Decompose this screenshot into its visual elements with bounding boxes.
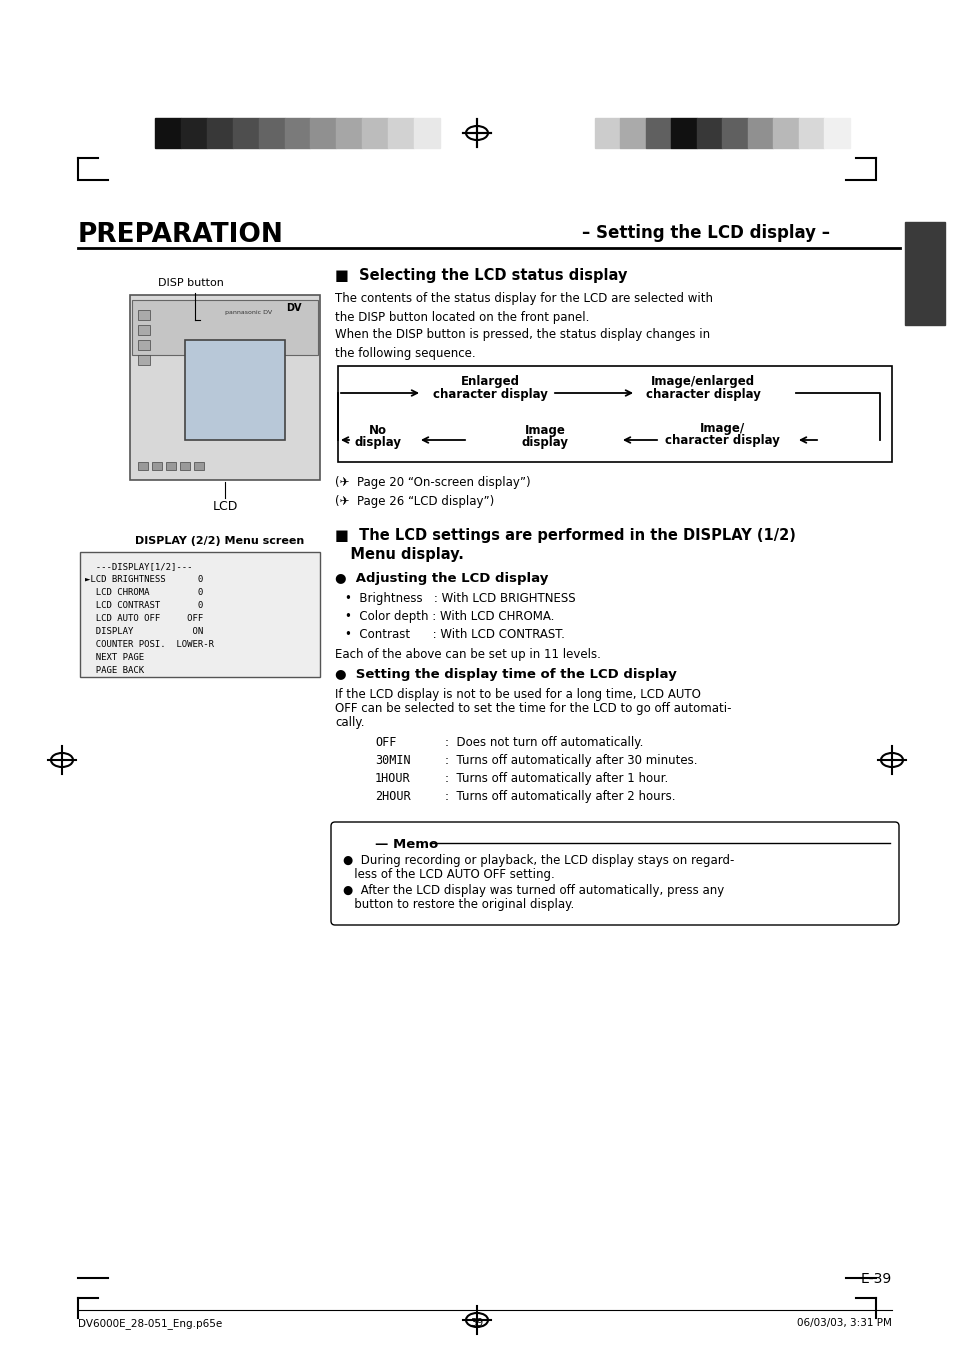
Text: COUNTER POSI.  LOWER-R: COUNTER POSI. LOWER-R bbox=[85, 640, 213, 648]
Text: •  Color depth : With LCD CHROMA.: • Color depth : With LCD CHROMA. bbox=[345, 611, 554, 623]
Text: display: display bbox=[521, 436, 568, 449]
Text: :  Turns off automatically after 1 hour.: : Turns off automatically after 1 hour. bbox=[444, 771, 667, 785]
Text: cally.: cally. bbox=[335, 716, 364, 730]
Text: No: No bbox=[369, 424, 387, 436]
Text: less of the LCD AUTO OFF setting.: less of the LCD AUTO OFF setting. bbox=[343, 867, 554, 881]
Text: 2HOUR: 2HOUR bbox=[375, 790, 410, 802]
Text: – Setting the LCD display –: – Setting the LCD display – bbox=[581, 224, 829, 242]
Text: DV: DV bbox=[286, 303, 302, 313]
Text: :  Turns off automatically after 2 hours.: : Turns off automatically after 2 hours. bbox=[444, 790, 675, 802]
Text: display: display bbox=[355, 436, 401, 449]
Text: ■  The LCD settings are performed in the DISPLAY (1/2): ■ The LCD settings are performed in the … bbox=[335, 528, 795, 543]
Bar bbox=[310, 118, 336, 149]
Text: OFF: OFF bbox=[375, 736, 395, 748]
Bar bbox=[138, 309, 150, 320]
Bar bbox=[747, 118, 773, 149]
Text: LCD CONTRAST       0: LCD CONTRAST 0 bbox=[85, 601, 203, 611]
Bar bbox=[904, 222, 944, 326]
Text: Enlarged: Enlarged bbox=[460, 376, 519, 388]
Text: NEXT PAGE: NEXT PAGE bbox=[85, 653, 144, 662]
Text: 30MIN: 30MIN bbox=[375, 754, 410, 767]
Text: — Memo: — Memo bbox=[375, 838, 437, 851]
Text: LCD CHROMA         0: LCD CHROMA 0 bbox=[85, 588, 203, 597]
Text: PAGE BACK: PAGE BACK bbox=[85, 666, 144, 676]
Bar bbox=[388, 118, 414, 149]
Text: 06/03/03, 3:31 PM: 06/03/03, 3:31 PM bbox=[797, 1319, 891, 1328]
Text: PREPARATION: PREPARATION bbox=[78, 222, 284, 249]
Text: ●  After the LCD display was turned off automatically, press any: ● After the LCD display was turned off a… bbox=[343, 884, 723, 897]
Text: ●  During recording or playback, the LCD display stays on regard-: ● During recording or playback, the LCD … bbox=[343, 854, 734, 867]
Bar bbox=[130, 295, 319, 480]
FancyBboxPatch shape bbox=[331, 821, 898, 925]
Text: button to restore the original display.: button to restore the original display. bbox=[343, 898, 574, 911]
Text: Image/enlarged: Image/enlarged bbox=[650, 376, 754, 388]
Bar bbox=[138, 326, 150, 335]
Bar bbox=[185, 340, 285, 440]
Text: (✈  Page 20 “On-screen display”): (✈ Page 20 “On-screen display”) bbox=[335, 476, 530, 489]
Bar bbox=[152, 462, 162, 470]
Text: character display: character display bbox=[432, 388, 547, 401]
Text: Menu display.: Menu display. bbox=[335, 547, 463, 562]
Bar bbox=[132, 300, 317, 355]
Text: pannasonic DV: pannasonic DV bbox=[225, 309, 272, 315]
Bar bbox=[80, 553, 319, 677]
Bar bbox=[773, 118, 799, 149]
Bar bbox=[181, 118, 207, 149]
Text: ■  Selecting the LCD status display: ■ Selecting the LCD status display bbox=[335, 267, 627, 282]
Text: (✈  Page 26 “LCD display”): (✈ Page 26 “LCD display”) bbox=[335, 494, 494, 508]
Text: DISP button: DISP button bbox=[158, 278, 224, 288]
Bar bbox=[823, 118, 849, 149]
Bar bbox=[799, 118, 823, 149]
Bar bbox=[258, 118, 284, 149]
Bar bbox=[336, 118, 362, 149]
Text: DISPLAY (2/2) Menu screen: DISPLAY (2/2) Menu screen bbox=[135, 536, 304, 546]
Text: :  Does not turn off automatically.: : Does not turn off automatically. bbox=[444, 736, 642, 748]
Text: When the DISP button is pressed, the status display changes in
the following seq: When the DISP button is pressed, the sta… bbox=[335, 328, 709, 359]
Text: LCD: LCD bbox=[213, 500, 237, 513]
Text: OFF can be selected to set the time for the LCD to go off automati-: OFF can be selected to set the time for … bbox=[335, 703, 731, 715]
Text: Image/: Image/ bbox=[699, 422, 743, 435]
Bar bbox=[233, 118, 258, 149]
Bar bbox=[671, 118, 697, 149]
Text: •  Brightness   : With LCD BRIGHTNESS: • Brightness : With LCD BRIGHTNESS bbox=[345, 592, 575, 605]
Bar bbox=[645, 118, 671, 149]
Text: character display: character display bbox=[645, 388, 760, 401]
Bar bbox=[284, 118, 310, 149]
Text: Each of the above can be set up in 11 levels.: Each of the above can be set up in 11 le… bbox=[335, 648, 600, 661]
Text: ►LCD BRIGHTNESS      0: ►LCD BRIGHTNESS 0 bbox=[85, 576, 203, 584]
Text: character display: character display bbox=[664, 434, 779, 447]
Text: LCD AUTO OFF     OFF: LCD AUTO OFF OFF bbox=[85, 613, 203, 623]
Bar bbox=[337, 366, 891, 462]
Text: 1HOUR: 1HOUR bbox=[375, 771, 410, 785]
Bar bbox=[180, 462, 190, 470]
Bar bbox=[207, 118, 233, 149]
Text: ●  Setting the display time of the LCD display: ● Setting the display time of the LCD di… bbox=[335, 667, 676, 681]
Text: The contents of the status display for the LCD are selected with
the DISP button: The contents of the status display for t… bbox=[335, 292, 712, 323]
Text: E-39: E-39 bbox=[860, 1273, 891, 1286]
Text: DISPLAY           ON: DISPLAY ON bbox=[85, 627, 203, 636]
Bar bbox=[154, 118, 181, 149]
Bar bbox=[721, 118, 747, 149]
Bar bbox=[619, 118, 645, 149]
Text: DV6000E_28-051_Eng.p65e: DV6000E_28-051_Eng.p65e bbox=[78, 1319, 222, 1329]
Bar bbox=[595, 118, 619, 149]
Bar bbox=[138, 355, 150, 365]
Bar bbox=[138, 340, 150, 350]
Bar bbox=[697, 118, 721, 149]
Text: 39: 39 bbox=[470, 1319, 483, 1328]
Bar bbox=[193, 462, 204, 470]
Text: If the LCD display is not to be used for a long time, LCD AUTO: If the LCD display is not to be used for… bbox=[335, 688, 700, 701]
Text: ●  Adjusting the LCD display: ● Adjusting the LCD display bbox=[335, 571, 548, 585]
Bar bbox=[414, 118, 439, 149]
Text: Image: Image bbox=[524, 424, 565, 436]
Bar bbox=[166, 462, 175, 470]
Text: :  Turns off automatically after 30 minutes.: : Turns off automatically after 30 minut… bbox=[444, 754, 697, 767]
Bar bbox=[362, 118, 388, 149]
Text: •  Contrast      : With LCD CONTRAST.: • Contrast : With LCD CONTRAST. bbox=[345, 628, 564, 640]
Text: ---DISPLAY[1/2]---: ---DISPLAY[1/2]--- bbox=[85, 562, 193, 571]
Bar bbox=[138, 462, 148, 470]
